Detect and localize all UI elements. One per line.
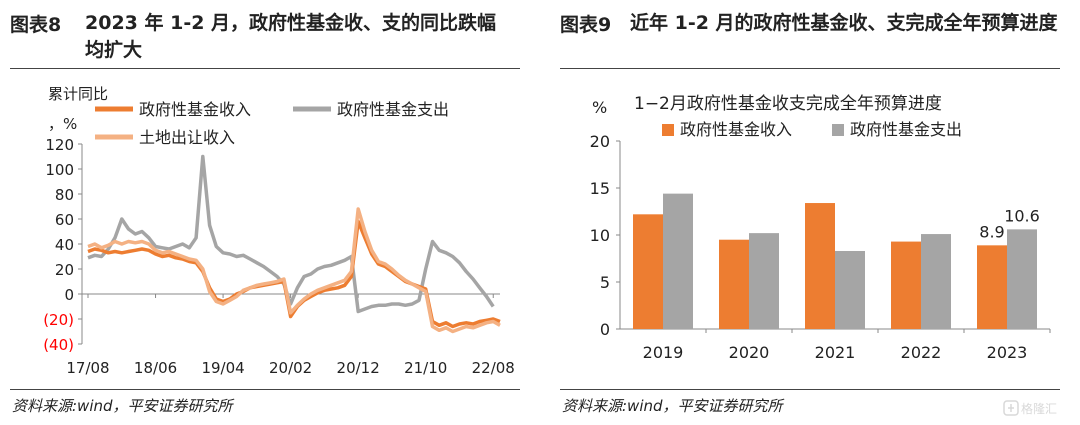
y-tick-label: 5 (600, 273, 610, 292)
x-tick-label: 17/08 (66, 359, 109, 377)
y-tick-label: (20) (43, 311, 74, 329)
x-tick-label: 2023 (987, 343, 1028, 362)
y-tick-label: 0 (600, 320, 610, 339)
legend-label: 政府性基金收入 (680, 120, 792, 139)
legend-label: 政府性基金收入 (139, 100, 251, 119)
bar-chart: 1−2月政府性基金收支完成全年预算进度% 0 5 10 15 20 2019 2020 2021… (550, 69, 1070, 389)
bar-1 (805, 203, 835, 329)
x-tick-label: 21/10 (404, 359, 447, 377)
y-axis-label-continued: ，% (48, 115, 77, 133)
legend-label: 政府性基金支出 (850, 120, 962, 139)
data-label: 8.9 (979, 222, 1004, 241)
bar-1 (977, 245, 1007, 329)
right-source-rule (560, 389, 1060, 390)
series-line-2 (88, 157, 493, 312)
y-axis-label: 累计同比 (48, 85, 108, 103)
legend-label: 土地出让收入 (139, 128, 235, 147)
bar-chart-title: 1−2月政府性基金收支完成全年预算进度 (634, 94, 942, 114)
left-source-note: 资料来源:wind，平安证券研究所 (12, 395, 233, 416)
x-tick-label: 2019 (643, 343, 684, 362)
x-tick-label: 19/04 (201, 359, 244, 377)
y-tick-label: 10 (590, 226, 610, 245)
x-tick-label: 2020 (729, 343, 770, 362)
y-axis-label: % (592, 98, 607, 117)
bar-1 (891, 242, 921, 329)
x-tick-label: 2022 (901, 343, 942, 362)
bar-1 (633, 214, 663, 329)
data-label: 10.6 (1004, 206, 1040, 225)
right-source-note: 资料来源:wind，平安证券研究所 (562, 395, 783, 416)
x-tick-label: 20/02 (269, 359, 312, 377)
left-source-rule (10, 389, 520, 390)
left-figure-title: 2023 年 1-2 月，政府性基金收、支的同比跌幅均扩大 (85, 10, 515, 64)
x-tick-label: 20/12 (337, 359, 380, 377)
right-figure-title: 近年 1-2 月的政府性基金收、支完成全年预算进度 (630, 10, 1070, 37)
left-figure-panel: 图表8 2023 年 1-2 月，政府性基金收、支的同比跌幅均扩大 120 100… (0, 0, 530, 425)
y-tick-label: 0 (64, 286, 74, 304)
left-figure-number: 图表8 (10, 10, 61, 37)
bar-1 (719, 240, 749, 329)
watermark-logo: 格隆汇 (1003, 398, 1063, 418)
y-tick-label: 60 (55, 211, 74, 229)
x-tick-label: 22/08 (472, 359, 515, 377)
line-chart: 120 100 80 60 40 20 0 (20) (40) 17/08 18/06 19/04 20… (0, 69, 530, 389)
right-figure-number: 图表9 (560, 10, 611, 37)
x-tick-label: 18/06 (134, 359, 177, 377)
legend-swatch (832, 124, 844, 136)
y-tick-label: (40) (43, 336, 74, 354)
y-tick-label: 20 (55, 261, 74, 279)
y-tick-label: 80 (55, 186, 74, 204)
legend-label: 政府性基金支出 (337, 100, 449, 119)
bar-2 (663, 194, 693, 329)
bar-2 (749, 233, 779, 329)
right-figure-panel: 图表9 近年 1-2 月的政府性基金收、支完成全年预算进度 1−2月政府性基金收… (550, 0, 1070, 425)
legend-swatch (662, 124, 674, 136)
y-tick-label: 15 (590, 179, 610, 198)
bar-2 (835, 251, 865, 329)
y-tick-label: 20 (590, 132, 610, 151)
watermark-text: 格隆汇 (1021, 401, 1057, 416)
x-tick-label: 2021 (815, 343, 856, 362)
bar-2 (1007, 229, 1037, 329)
y-tick-label: 100 (45, 161, 74, 179)
bar-2 (921, 234, 951, 329)
y-tick-label: 120 (45, 136, 74, 154)
y-tick-label: 40 (55, 236, 74, 254)
